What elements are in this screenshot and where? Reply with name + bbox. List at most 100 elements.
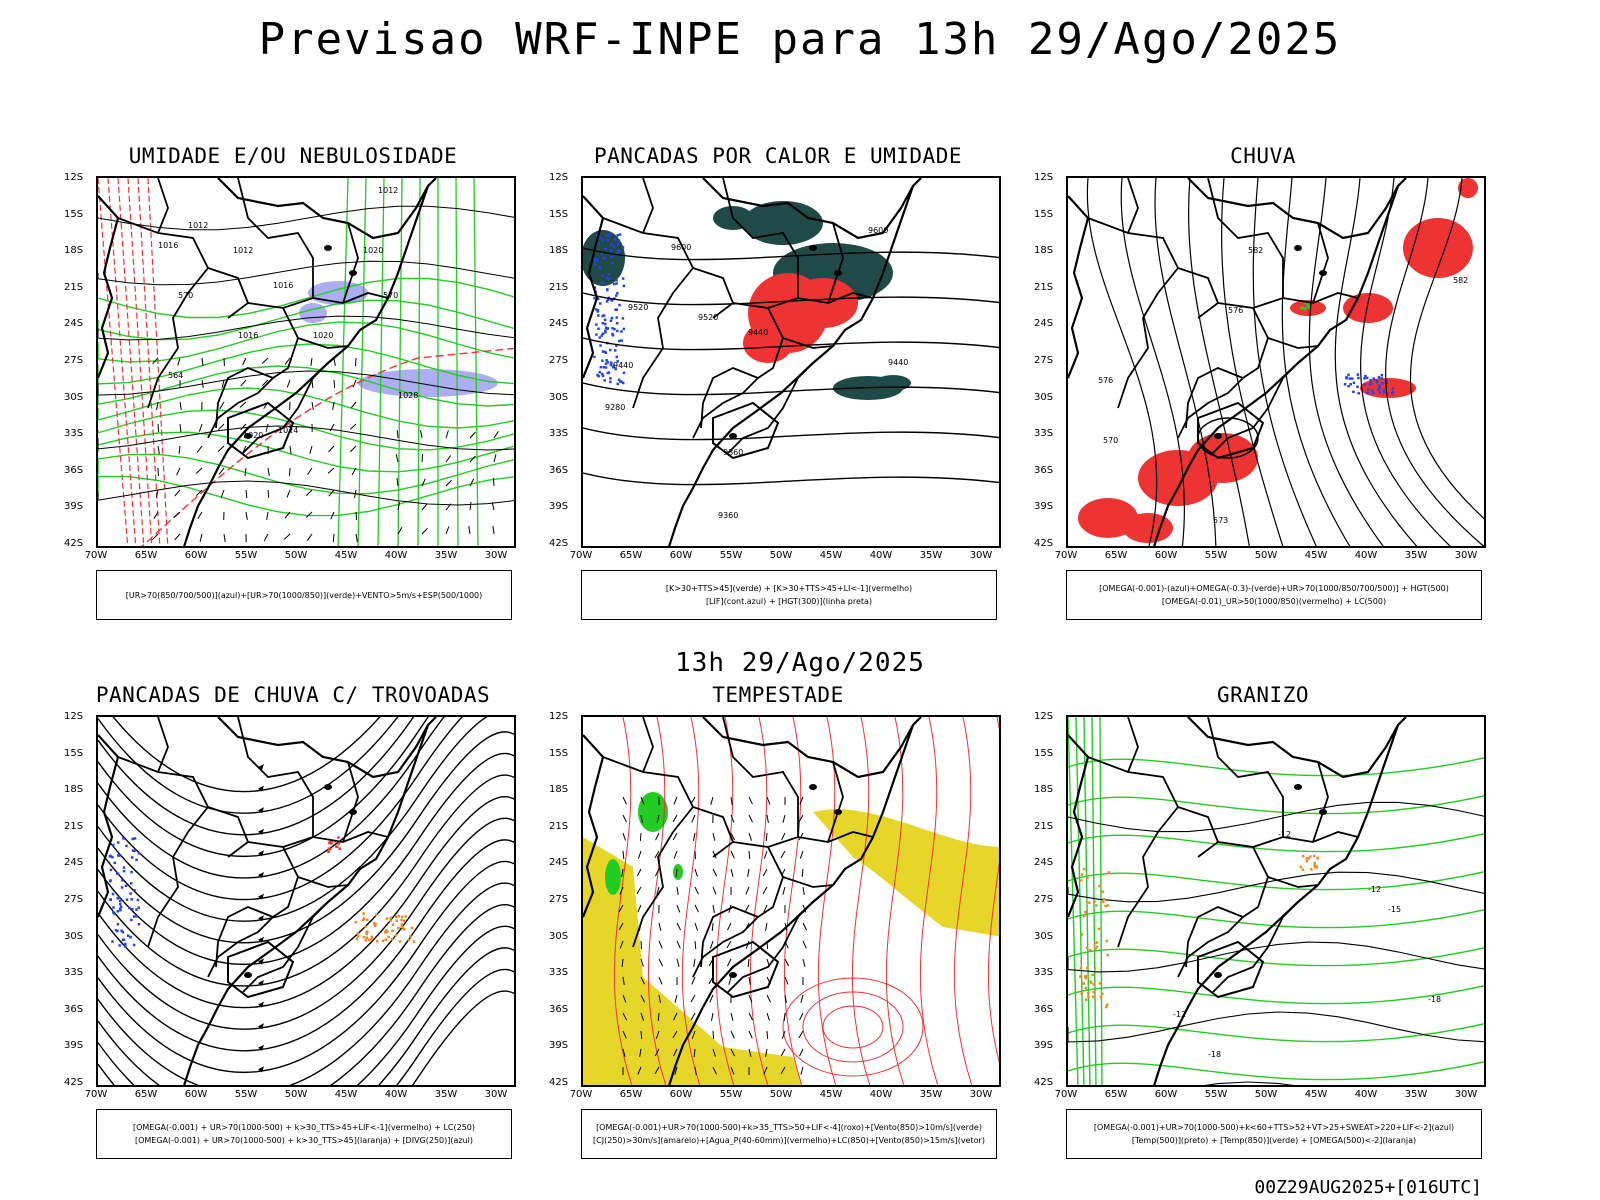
lat-tick-label: 21S <box>1034 281 1054 293</box>
lat-tick-label: 12S <box>1034 711 1054 722</box>
panel-title: UMIDADE E/OU NEBULOSIDADE <box>128 144 458 168</box>
lon-tick-label: 60W <box>1154 1089 1178 1100</box>
lat-tick-label: 30S <box>64 930 84 942</box>
lat-tick-label: 39S <box>1034 501 1054 513</box>
lon-tick-label: 35W <box>434 1089 458 1100</box>
panel-legend-caption: [K>30+TTS>45](verde) + [K>30+TTS>45+LI<-… <box>581 570 997 620</box>
lat-tick-label: 33S <box>549 428 569 440</box>
lon-tick-label: 60W <box>669 1089 693 1100</box>
lon-tick-label: 65W <box>1104 1089 1128 1100</box>
panel-legend-caption: [OMEGA(-0.001)+UR>70(1000-500)+k>35_TTS>… <box>581 1109 997 1159</box>
lon-tick-label: 70W <box>84 1089 108 1100</box>
lat-tick-label: 21S <box>64 820 84 832</box>
forecast-time-title: 13h 29/Ago/2025 <box>675 648 925 678</box>
lat-tick-label: 27S <box>1034 355 1054 366</box>
main-title: Previsao WRF-INPE para 13h 29/Ago/2025 <box>258 14 1342 65</box>
lon-tick-label: 45W <box>819 550 843 561</box>
caption-line: [OMEGA(-0.001) + UR>70(1000-500) + k>30_… <box>134 1136 474 1145</box>
lat-tick-label: 15S <box>549 747 569 759</box>
caption-line: [Temp(500)](preto) + [Temp(850)](verde) … <box>1131 1136 1417 1145</box>
lat-tick-label: 12S <box>64 711 84 722</box>
lon-tick-label: 65W <box>134 1089 158 1100</box>
panel-legend-caption: [OMEGA(-0.001)+UR>70(1000-500)+k<60+TTS>… <box>1066 1109 1482 1159</box>
lon-tick-label: 45W <box>819 1089 843 1100</box>
lon-tick-label: 30W <box>484 1089 508 1100</box>
svg-text:1024: 1024 <box>278 426 298 435</box>
panel-umidade: UMIDADE E/OU NEBULOSIDADE 1016 1012 1012 101… <box>64 144 516 624</box>
lon-tick-label: 55W <box>234 1089 258 1100</box>
panel-title: GRANIZO <box>1216 683 1309 707</box>
lon-tick-label: 50W <box>284 550 308 561</box>
caption-line: [OMEGA(-0.001) + UR>70(1000-500) + k>30_… <box>132 1123 476 1132</box>
svg-text:-18: -18 <box>1208 1050 1221 1059</box>
lat-tick-label: 18S <box>549 784 569 796</box>
lat-tick-label: 21S <box>549 281 569 293</box>
svg-text:582: 582 <box>1248 246 1263 255</box>
lat-tick-label: 33S <box>549 967 569 979</box>
caption-line: [CJ(250)>30m/s](amarelo)+[Agua_P(40-60mm… <box>593 1136 985 1145</box>
lon-tick-label: 60W <box>184 1089 208 1100</box>
lat-tick-label: 21S <box>1034 820 1054 832</box>
lat-tick-label: 18S <box>549 245 569 257</box>
lat-tick-label: 15S <box>1034 747 1054 759</box>
svg-text:9520: 9520 <box>698 313 718 322</box>
svg-text:1016: 1016 <box>158 241 178 250</box>
lat-tick-label: 12S <box>549 711 569 722</box>
svg-text:1016: 1016 <box>238 331 258 340</box>
svg-text:9520: 9520 <box>628 303 648 312</box>
lon-tick-label: 70W <box>1054 550 1078 561</box>
lat-tick-label: 27S <box>549 355 569 366</box>
lon-tick-label: 55W <box>719 550 743 561</box>
lat-tick-label: 39S <box>64 501 84 513</box>
lon-tick-label: 60W <box>184 550 208 561</box>
lon-tick-label: 45W <box>334 1089 358 1100</box>
lat-tick-label: 18S <box>64 784 84 796</box>
lat-tick-label: 30S <box>64 391 84 403</box>
lat-tick-label: 42S <box>549 538 569 549</box>
svg-text:9440: 9440 <box>748 328 768 337</box>
map-plot <box>581 715 1001 1087</box>
svg-text:1020: 1020 <box>313 331 333 340</box>
lat-tick-label: 33S <box>64 428 84 440</box>
lat-tick-label: 24S <box>1034 857 1054 869</box>
lon-tick-label: 30W <box>1454 550 1478 561</box>
panel-title: PANCADAS POR CALOR E UMIDADE <box>593 144 962 168</box>
lon-tick-label: 40W <box>1354 1089 1378 1100</box>
svg-text:573: 573 <box>1213 516 1228 525</box>
lon-tick-label: 65W <box>619 1089 643 1100</box>
svg-text:9360: 9360 <box>718 511 738 520</box>
lat-tick-label: 36S <box>1034 1003 1054 1015</box>
map-plot: 582 582 576 576 570 573 <box>1066 176 1486 548</box>
caption-line: [K>30+TTS>45](verde) + [K>30+TTS>45+LI<-… <box>665 584 913 593</box>
lon-tick-label: 50W <box>769 550 793 561</box>
lat-tick-label: 33S <box>1034 428 1054 440</box>
lon-tick-label: 55W <box>234 550 258 561</box>
lat-tick-label: 42S <box>549 1077 569 1088</box>
lat-tick-label: 21S <box>64 281 84 293</box>
lon-tick-label: 55W <box>1204 550 1228 561</box>
svg-text:582: 582 <box>1453 276 1468 285</box>
lon-tick-label: 35W <box>919 1089 943 1100</box>
panel-title: TEMPESTADE <box>712 683 844 707</box>
lon-tick-label: 45W <box>334 550 358 561</box>
panel-tempestade: TEMPESTADE 12S 15S 18S 21S 24S 27S 30S 33S 36S 39S… <box>549 683 1001 1163</box>
lat-tick-label: 39S <box>549 1040 569 1052</box>
panel-chuva: CHUVA 582 582 576 576 570 573 12S 15S 18S 21S 24S 27… <box>1034 144 1486 624</box>
caption-line: [OMEGA(-0.001)-(azul)+OMEGA(-0.3)-(verde… <box>1099 584 1449 593</box>
panel-granizo: GRANIZO -12 -12 -15 -18 -12 -18 12S 15S 18S 21S 24S… <box>1034 683 1486 1163</box>
lat-tick-label: 27S <box>549 894 569 905</box>
lon-tick-label: 40W <box>384 550 408 561</box>
lon-tick-label: 70W <box>1054 1089 1078 1100</box>
lat-tick-label: 12S <box>549 172 569 183</box>
svg-text:576: 576 <box>1228 306 1243 315</box>
lon-tick-label: 30W <box>969 550 993 561</box>
lat-tick-label: 15S <box>1034 208 1054 220</box>
lat-tick-label: 21S <box>549 820 569 832</box>
lon-tick-label: 60W <box>1154 550 1178 561</box>
lat-tick-label: 27S <box>1034 894 1054 905</box>
panel-title: CHUVA <box>1230 144 1296 168</box>
lat-tick-label: 39S <box>1034 1040 1054 1052</box>
lon-tick-label: 70W <box>569 1089 593 1100</box>
lat-tick-label: 18S <box>1034 245 1054 257</box>
lon-tick-label: 70W <box>84 550 108 561</box>
